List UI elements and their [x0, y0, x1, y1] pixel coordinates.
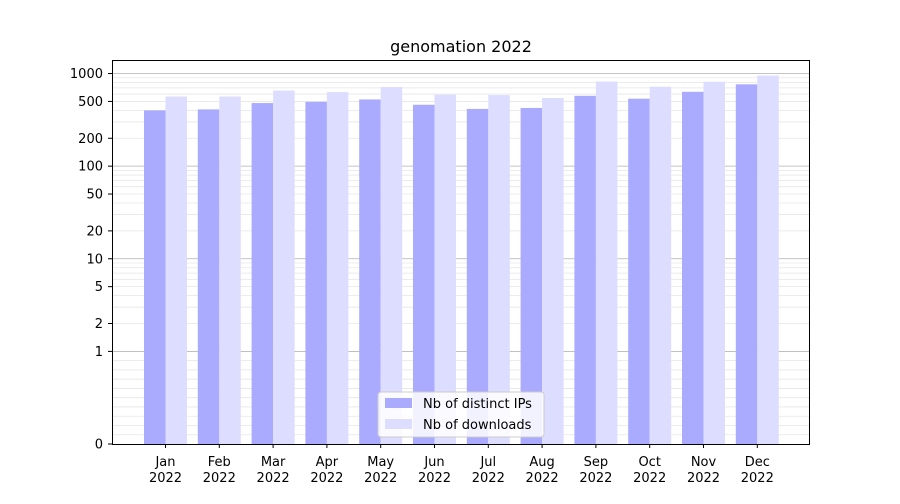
x-tick-label: Nov	[691, 455, 717, 470]
y-tick-label: 50	[86, 188, 103, 203]
bar-distinct-ips	[359, 99, 381, 444]
bar-downloads	[273, 90, 295, 444]
bars	[144, 75, 779, 445]
x-tick-label: Jul	[479, 455, 496, 470]
x-tick-label: 2022	[687, 471, 720, 486]
bar-distinct-ips	[251, 103, 274, 444]
x-tick-label: 2022	[203, 471, 236, 486]
x-tick-label: Jun	[423, 455, 444, 470]
y-tick-label: 2	[95, 317, 103, 332]
y-tick-label: 1	[95, 345, 103, 360]
bar-distinct-ips	[628, 98, 650, 444]
bar-downloads	[595, 81, 618, 444]
x-tick-label: Dec	[745, 455, 770, 470]
bar-distinct-ips	[197, 109, 220, 445]
x-tick-label: 2022	[418, 471, 451, 486]
legend-swatch	[385, 398, 412, 408]
y-tick-label: 500	[78, 95, 103, 110]
plot-frame	[112, 60, 810, 445]
x-tick-label: Sep	[584, 455, 609, 470]
legend: Nb of distinct IPs Nb of downloads	[377, 391, 545, 438]
x-tick-label: 2022	[310, 471, 343, 486]
bar-downloads	[326, 92, 349, 444]
x-tick-label: 2022	[257, 471, 290, 486]
chart-title: genomation 2022	[390, 37, 532, 56]
bar-downloads	[219, 96, 241, 444]
y-tick-label: 10	[86, 252, 103, 267]
x-tick-label: 2022	[633, 471, 666, 486]
legend-label: Nb of downloads	[423, 418, 532, 433]
legend-box	[377, 391, 545, 438]
bar-distinct-ips	[682, 91, 704, 444]
bar-downloads	[488, 95, 510, 444]
bar-distinct-ips	[520, 107, 543, 444]
x-tick-label: 2022	[741, 471, 774, 486]
y-tick-label: 20	[86, 224, 103, 239]
x-tick-label: 2022	[579, 471, 612, 486]
x-tick-label: 2022	[472, 471, 505, 486]
bar-downloads	[703, 81, 725, 444]
x-tick-label: Aug	[529, 455, 554, 470]
bar-distinct-ips	[144, 110, 166, 444]
x-tick-label: 2022	[149, 471, 182, 486]
y-tick-label: 1000	[70, 67, 103, 82]
x-tick-label: Apr	[316, 455, 339, 470]
x-tick-label: Mar	[261, 455, 286, 470]
bar-downloads	[757, 75, 779, 444]
x-axis: Jan2022Feb2022Mar2022Apr2022May2022Jun20…	[149, 444, 774, 486]
bar-distinct-ips	[305, 101, 327, 444]
y-axis: 0 1 2 5 10 20 50 100 200 500 1000	[70, 67, 112, 453]
x-tick-label: Feb	[208, 455, 231, 470]
y-tick-label: 100	[78, 160, 103, 175]
bar-downloads	[649, 86, 672, 444]
bar-downloads	[380, 87, 403, 445]
legend-label: Nb of distinct IPs	[423, 397, 532, 412]
bar-downloads	[165, 96, 187, 444]
x-tick-label: Jan	[154, 455, 175, 470]
bar-downloads	[542, 97, 564, 445]
y-tick-label: 200	[78, 132, 103, 147]
bar-distinct-ips	[466, 108, 489, 444]
y-tick-label: 5	[95, 280, 103, 295]
x-tick-label: May	[367, 455, 394, 470]
y-tick-label: 0	[95, 438, 103, 453]
legend-swatch	[385, 419, 412, 429]
bar-distinct-ips	[574, 95, 596, 444]
x-tick-label: 2022	[526, 471, 559, 486]
bar-distinct-ips	[413, 104, 435, 445]
x-tick-label: 2022	[364, 471, 397, 486]
x-tick-label: Oct	[638, 455, 660, 470]
bar-distinct-ips	[735, 84, 758, 444]
bar-downloads	[434, 94, 456, 444]
